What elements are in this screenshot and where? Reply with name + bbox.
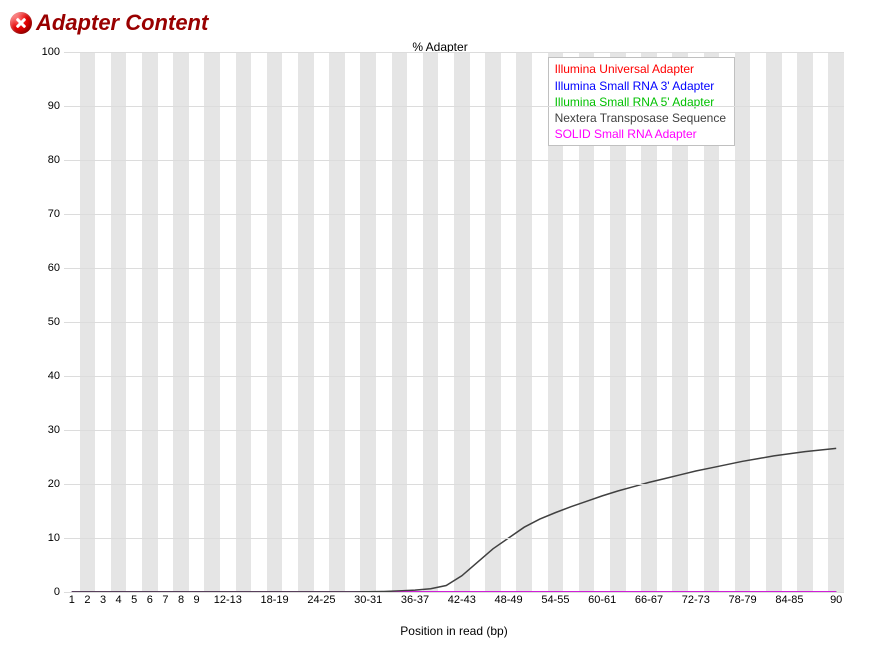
y-tick-label: 50 [48,316,60,328]
x-tick-label: 84-85 [775,594,803,606]
x-tick-label: 2 [84,594,90,606]
x-tick-label: 78-79 [729,594,757,606]
x-tick-label: 48-49 [495,594,523,606]
x-tick-label: 3 [100,594,106,606]
y-tick-label: 80 [48,154,60,166]
adapter-content-chart: % Adapter 0102030405060708090100 Illumin… [30,40,850,638]
x-tick-label: 36-37 [401,594,429,606]
y-tick-label: 60 [48,262,60,274]
legend: Illumina Universal AdapterIllumina Small… [548,57,735,146]
legend-item: Illumina Universal Adapter [555,61,726,77]
x-tick-label: 54-55 [541,594,569,606]
x-tick-label: 7 [162,594,168,606]
y-tick-label: 0 [54,586,60,598]
legend-item: Nextera Transposase Sequence [555,110,726,126]
legend-item: Illumina Small RNA 3' Adapter [555,78,726,94]
y-axis: 0102030405060708090100 [30,52,64,592]
x-tick-label: 30-31 [354,594,382,606]
y-tick-label: 70 [48,208,60,220]
x-tick-label: 66-67 [635,594,663,606]
fail-icon [10,12,32,34]
x-axis: 123456789 12-13 18-19 24-25 30-31 36-37 42-43 4… [64,592,844,622]
x-tick-label: 8 [178,594,184,606]
y-tick-label: 20 [48,478,60,490]
x-tick-label: 12-13 [214,594,242,606]
section-title: Adapter Content [36,10,208,36]
legend-item: Illumina Small RNA 5' Adapter [555,94,726,110]
x-tick-label: 6 [147,594,153,606]
x-axis-label: Position in read (bp) [64,624,844,638]
x-tick-label: 60-61 [588,594,616,606]
legend-item: SOLID Small RNA Adapter [555,126,726,142]
y-tick-label: 100 [42,46,60,58]
plot-area: Illumina Universal AdapterIllumina Small… [64,52,844,592]
x-tick-label: 42-43 [448,594,476,606]
y-tick-label: 40 [48,370,60,382]
y-tick-label: 10 [48,532,60,544]
section-header: Adapter Content [10,10,860,36]
x-tick-label: 18-19 [261,594,289,606]
x-tick-label: 1 [69,594,75,606]
series-line [72,448,836,592]
x-tick-label: 24-25 [307,594,335,606]
x-tick-label: 9 [194,594,200,606]
y-tick-label: 90 [48,100,60,112]
y-tick-label: 30 [48,424,60,436]
x-tick-label: 72-73 [682,594,710,606]
x-tick-label: 4 [116,594,122,606]
x-tick-label: 5 [131,594,137,606]
x-tick-label: 90 [830,594,842,606]
